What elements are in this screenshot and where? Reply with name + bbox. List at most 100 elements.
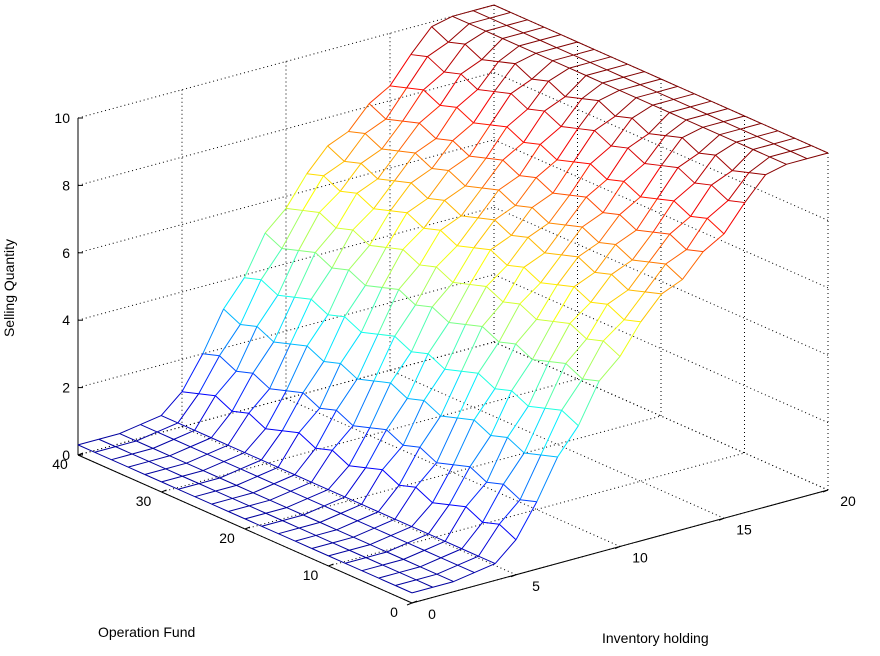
mesh-line bbox=[411, 526, 429, 535]
mesh-line bbox=[565, 196, 587, 226]
mesh-line bbox=[543, 26, 562, 36]
mesh-line bbox=[444, 506, 467, 542]
mesh-line bbox=[460, 187, 483, 217]
mesh-line bbox=[435, 138, 453, 142]
mesh-line bbox=[286, 498, 308, 509]
mesh-line bbox=[178, 483, 200, 490]
mesh-line bbox=[360, 148, 383, 164]
floor-grid-line bbox=[328, 452, 745, 567]
mesh-line bbox=[340, 363, 358, 380]
mesh-line bbox=[219, 477, 237, 486]
mesh-line bbox=[436, 564, 458, 575]
mesh-line bbox=[456, 372, 479, 419]
mesh-line bbox=[415, 462, 437, 488]
mesh-line bbox=[510, 93, 529, 110]
mesh-line bbox=[227, 444, 245, 454]
mesh-line bbox=[98, 438, 116, 448]
mesh-line bbox=[390, 382, 408, 399]
mesh-line bbox=[573, 130, 595, 163]
mesh-line bbox=[343, 133, 366, 162]
mesh-line bbox=[420, 557, 442, 568]
mesh-line bbox=[673, 182, 696, 202]
mesh-line bbox=[773, 143, 791, 152]
mesh-line bbox=[681, 126, 704, 139]
mesh-line bbox=[644, 163, 662, 167]
mesh-line bbox=[377, 150, 399, 180]
mesh-line bbox=[419, 230, 441, 266]
mesh-line bbox=[348, 130, 366, 135]
mesh-line bbox=[177, 393, 200, 424]
mesh-line bbox=[506, 237, 529, 266]
mesh-line bbox=[715, 141, 737, 156]
mesh-line bbox=[523, 32, 541, 41]
mesh-line bbox=[473, 219, 496, 249]
mesh-line bbox=[490, 249, 508, 266]
mesh-line bbox=[514, 177, 537, 206]
mesh-line bbox=[477, 89, 495, 93]
mesh-line bbox=[285, 173, 308, 209]
x-tick-label: 5 bbox=[532, 578, 540, 594]
mesh-line bbox=[535, 177, 554, 194]
mesh-line bbox=[510, 207, 533, 236]
mesh-line bbox=[360, 163, 379, 180]
mesh-line bbox=[690, 100, 712, 108]
mesh-line bbox=[202, 461, 225, 472]
mesh-line bbox=[477, 217, 495, 221]
mesh-line bbox=[269, 343, 291, 389]
mesh-line bbox=[506, 126, 524, 143]
mesh-line bbox=[311, 548, 329, 557]
mesh-line bbox=[444, 540, 463, 550]
mesh-line bbox=[402, 227, 425, 250]
mesh-line bbox=[493, 63, 516, 92]
mesh-line bbox=[386, 551, 404, 560]
mesh-line bbox=[277, 294, 295, 298]
mesh-line bbox=[478, 523, 500, 557]
mesh-line bbox=[494, 205, 516, 221]
mesh-line bbox=[127, 460, 150, 468]
mesh-line bbox=[635, 91, 658, 99]
y-tick-label: 0 bbox=[390, 604, 398, 620]
y-tick-mark bbox=[244, 526, 251, 530]
mesh-line bbox=[235, 326, 258, 372]
mesh-line bbox=[439, 73, 462, 106]
mesh-line bbox=[540, 254, 562, 284]
mesh-line bbox=[531, 60, 553, 80]
mesh-line bbox=[447, 23, 470, 43]
mesh-line bbox=[744, 115, 762, 124]
mesh-line bbox=[481, 301, 504, 327]
mesh-line bbox=[440, 370, 462, 417]
y-tick-mark bbox=[328, 563, 334, 567]
mesh-line bbox=[435, 107, 458, 139]
mesh-line bbox=[399, 566, 421, 573]
mesh-line bbox=[690, 106, 708, 115]
mesh-line bbox=[694, 154, 716, 184]
mesh-line bbox=[614, 97, 637, 117]
mesh-line bbox=[260, 248, 283, 280]
mesh-line bbox=[681, 137, 700, 154]
mesh-line bbox=[136, 440, 154, 449]
mesh-line bbox=[415, 266, 437, 306]
mesh-line bbox=[490, 390, 513, 436]
mesh-line bbox=[556, 41, 578, 49]
mesh-line bbox=[173, 429, 195, 440]
mesh-line bbox=[377, 289, 400, 335]
mesh-line bbox=[335, 378, 358, 411]
mesh-line bbox=[389, 54, 412, 87]
mesh-line bbox=[452, 281, 470, 285]
z-tick-label: 0 bbox=[62, 447, 70, 463]
mesh-line bbox=[457, 555, 479, 566]
mesh-line bbox=[432, 502, 450, 506]
mesh-line bbox=[640, 293, 663, 323]
mesh-line bbox=[452, 419, 475, 465]
mesh-line bbox=[307, 498, 325, 507]
mesh-line bbox=[160, 415, 179, 424]
mesh-line bbox=[386, 398, 408, 430]
mesh-line bbox=[619, 196, 641, 215]
mesh-line bbox=[644, 291, 662, 295]
mesh-line bbox=[619, 89, 637, 99]
mesh-line bbox=[378, 571, 400, 579]
mesh-line bbox=[402, 120, 420, 124]
mesh-line bbox=[653, 231, 670, 235]
mesh-line bbox=[535, 159, 558, 178]
mesh-line bbox=[769, 150, 791, 158]
